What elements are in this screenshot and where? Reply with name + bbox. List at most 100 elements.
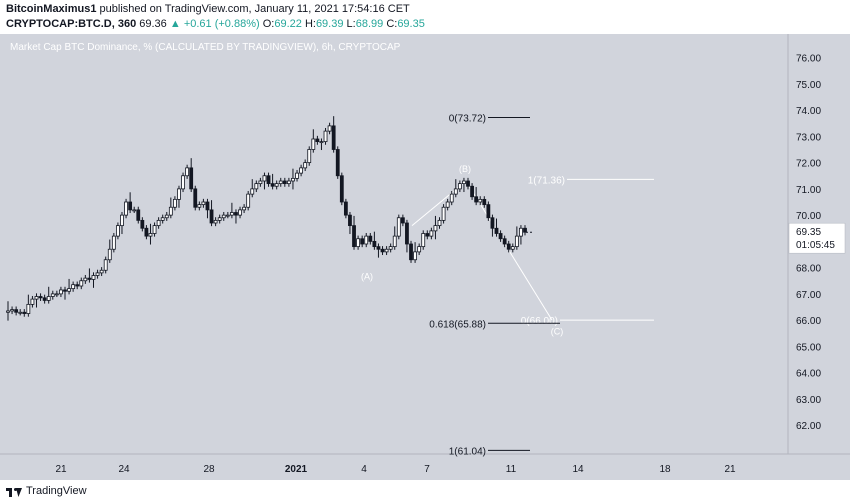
wave-label: (C) [551,327,564,337]
candle-down [494,227,499,234]
candle-up [384,248,389,253]
candle-down [372,240,377,248]
candle-down [22,311,27,314]
candle-up [262,175,267,182]
high-label: H: [304,18,316,30]
candle-up [124,201,128,216]
candle-down [490,217,495,229]
candle-up [437,219,442,227]
candle-down [470,185,474,198]
price-change: +0.61 (+0.88%) [183,18,260,30]
y-tick-label: 73.00 [796,132,821,143]
price-chart[interactable]: Market Cap BTC Dominance, % (CALCULATED … [0,34,850,480]
wave-label: (B) [459,164,471,174]
candle-up [356,238,360,248]
y-tick-label: 68.00 [796,264,821,275]
candle-up [258,180,263,185]
ohlc-line: CRYPTOCAP:BTC.D, 360 69.36 ▲ +0.61 (+0.8… [6,18,425,30]
chart-area[interactable]: Market Cap BTC Dominance, % (CALCULATED … [0,34,850,480]
candle-up [95,272,100,276]
close-label: C: [386,18,398,30]
candle-up [445,201,450,208]
candle-down [380,248,385,253]
candle-down [466,180,470,187]
candle-up [34,296,39,300]
tradingview-logo[interactable]: TradingView [6,485,87,497]
x-tick-label: 21 [55,464,67,475]
candle-down [14,309,19,313]
candle-up [299,167,304,174]
candle-up [449,193,454,203]
author-name[interactable]: BitcoinMaximus1 [6,3,97,15]
candle-up [213,219,218,224]
candle-up [185,167,190,177]
candle-up [164,214,169,219]
candle-down [352,225,356,248]
y-tick-label: 63.00 [796,395,821,406]
level-label: 0.618(65.88) [429,319,486,330]
time-axis[interactable] [0,454,850,480]
candle-up [278,180,283,185]
candle-up [286,180,291,185]
candle-up [201,201,206,206]
brand-name: TradingView [26,485,87,497]
candle-down [282,180,287,185]
candle-up [319,141,324,144]
candle-up [91,275,96,280]
y-tick-label: 76.00 [796,54,821,65]
symbol-label: CRYPTOCAP:BTC.D, 360 [6,18,137,30]
candle-up [396,217,401,237]
x-tick-label: 24 [118,464,130,475]
candle-down [506,243,511,250]
tradingview-icon [6,485,22,497]
y-tick-label: 67.00 [796,290,821,301]
level-label: 0(73.72) [449,113,486,124]
candle-up [111,235,116,250]
publish-info: published on TradingView.com, January 11… [96,3,410,15]
candle-down [331,125,336,150]
candle-up [54,293,59,296]
candle-up [519,227,523,237]
level-label: 1(61.04) [449,446,486,457]
candle-down [474,196,479,203]
candle-down [348,214,352,227]
candle-down [400,217,405,224]
candle-up [429,230,434,237]
candle-down [482,198,487,206]
candle-up [392,235,397,248]
candle-up [327,125,332,132]
chart-title: Market Cap BTC Dominance, % (CALCULATED … [10,42,401,53]
publish-line: BitcoinMaximus1 published on TradingView… [6,3,410,15]
candle-down [343,201,348,216]
candle-up [510,246,515,250]
x-tick-label: 7 [424,464,430,475]
candle-up [441,206,446,221]
candle-up [120,214,124,227]
close-value: 69.35 [397,18,425,30]
candle-up [364,235,369,245]
candle-down [502,238,507,245]
candle-up [50,293,55,297]
candle-up [160,217,165,221]
y-tick-label: 64.00 [796,369,821,380]
candle-up [67,288,71,292]
candle-down [425,233,430,237]
chart-footer: TradingView [0,480,850,504]
candle-up [83,277,88,282]
candle-up [307,149,312,164]
candle-down [128,201,133,211]
low-label: L: [346,18,356,30]
x-tick-label: 18 [659,464,671,475]
candle-up [6,310,10,313]
candle-up [168,206,173,216]
candle-up [173,198,177,208]
candle-up [225,214,230,217]
candle-up [311,138,316,150]
low-value: 68.99 [355,18,384,30]
candle-down [140,219,145,229]
candle-up [417,246,422,253]
candle-down [209,209,214,224]
candle-up [116,225,120,237]
candle-up [514,235,519,248]
candle-up [197,204,202,208]
